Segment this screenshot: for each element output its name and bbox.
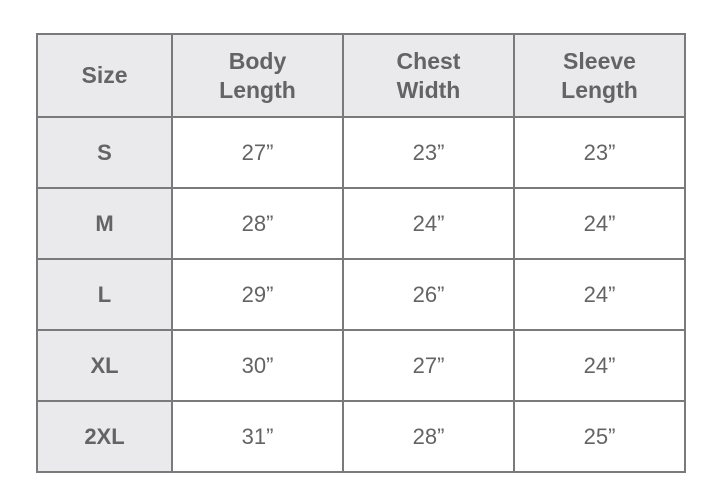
cell-body-length: 31” (171, 400, 344, 473)
table-row: L 29” 26” 24” (36, 258, 686, 331)
header-label-line1: Body (228, 47, 287, 74)
table-row: S 27” 23” 23” (36, 116, 686, 189)
cell-body-length: 28” (171, 187, 344, 260)
header-row: Size Body Length Chest Width Sleeve Length (36, 33, 686, 118)
header-label-line2: Length (561, 76, 638, 103)
header-label-line2: Width (396, 76, 461, 103)
header-label-line2: Length (219, 76, 296, 103)
cell-body-length: 29” (171, 258, 344, 331)
header-sleeve-length: Sleeve Length (513, 33, 686, 118)
cell-chest-width: 27” (342, 329, 515, 402)
cell-size: 2XL (36, 400, 173, 473)
header-body-length: Body Length (171, 33, 344, 118)
header-label-line1: Chest (396, 47, 461, 74)
cell-body-length: 27” (171, 116, 344, 189)
table-row: 2XL 31” 28” 25” (36, 400, 686, 473)
cell-body-length: 30” (171, 329, 344, 402)
cell-sleeve-length: 24” (513, 187, 686, 260)
cell-size: L (36, 258, 173, 331)
cell-chest-width: 24” (342, 187, 515, 260)
size-chart-table: Size Body Length Chest Width Sleeve Length … (36, 33, 686, 473)
cell-size: M (36, 187, 173, 260)
header-chest-width: Chest Width (342, 33, 515, 118)
cell-sleeve-length: 23” (513, 116, 686, 189)
header-label-line1: Sleeve (563, 47, 636, 74)
cell-chest-width: 28” (342, 400, 515, 473)
table-row: M 28” 24” 24” (36, 187, 686, 260)
cell-size: XL (36, 329, 173, 402)
table-row: XL 30” 27” 24” (36, 329, 686, 402)
header-size-label: Size (81, 62, 128, 88)
cell-size: S (36, 116, 173, 189)
cell-sleeve-length: 24” (513, 329, 686, 402)
header-size: Size (36, 33, 173, 118)
cell-chest-width: 26” (342, 258, 515, 331)
cell-sleeve-length: 24” (513, 258, 686, 331)
cell-sleeve-length: 25” (513, 400, 686, 473)
cell-chest-width: 23” (342, 116, 515, 189)
